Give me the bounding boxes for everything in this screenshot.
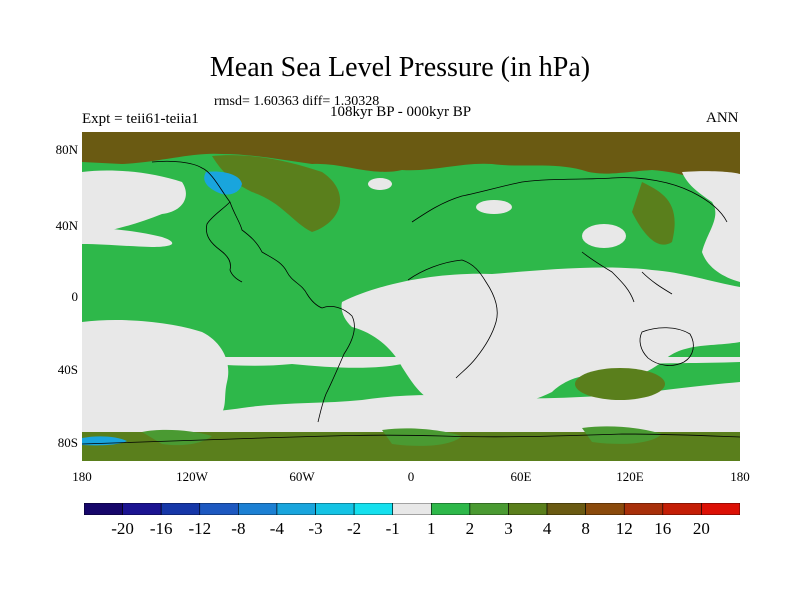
colorbar-box [508, 503, 548, 515]
colorbar-tick-label: -3 [308, 519, 323, 538]
region-north-high [82, 132, 740, 187]
plot-title: Mean Sea Level Pressure (in hPa) [209, 52, 591, 83]
colorbar-box [392, 503, 432, 515]
colorbar-box [160, 503, 201, 515]
region-neutral-southern-band [82, 357, 740, 372]
region-neutral-europe [476, 200, 512, 214]
colorbar-box [122, 503, 162, 515]
colorbar-box [662, 503, 702, 515]
colorbar-tick-label: -12 [188, 519, 212, 538]
colorbar-box [546, 503, 586, 515]
coast-australia [639, 327, 694, 366]
lon-label-60w: 60W [289, 469, 315, 484]
region-north-olive [212, 155, 675, 245]
colorbar-tick-label: -1 [385, 519, 400, 538]
colorbar [84, 503, 740, 515]
colorbar-box [353, 503, 394, 515]
lon-label-180w: 180 [72, 469, 92, 484]
colorbar-box [430, 503, 471, 515]
colorbar-tick-label: 4 [542, 519, 552, 538]
colorbar-box [199, 503, 239, 515]
region-neutral-pacific-west [82, 227, 173, 247]
region-neutral-atlantic [368, 178, 392, 190]
colorbar-box [623, 503, 664, 515]
region-neutral-asia [582, 224, 626, 248]
lon-label-120w: 120W [176, 469, 208, 484]
stats-label: rmsd= 1.60363 diff= 1.30328 [214, 94, 380, 109]
region-antarctic-green-patches [142, 426, 662, 446]
colorbar-tick-label: -16 [149, 519, 173, 538]
coast-antarctica [82, 433, 740, 445]
colorbar-box [276, 503, 316, 515]
colorbar-tick-label: 16 [654, 519, 672, 538]
colorbar-box [585, 503, 625, 515]
colorbar-tick-label: 20 [692, 519, 710, 538]
region-neutral-south-pacific [82, 320, 229, 426]
region-neutral-north-west [82, 170, 186, 234]
season-label: ANN [706, 110, 739, 126]
region-neutral-south-tropics [341, 267, 740, 411]
colorbar-tick-label: 3 [504, 519, 513, 538]
coast-africa [407, 259, 498, 379]
coast-eurasia [411, 177, 728, 303]
period-label: 108kyr BP - 000kyr BP [330, 104, 472, 120]
colorbar-box [315, 503, 355, 515]
region-antarctic-high [82, 432, 740, 461]
lat-label-40s: 40S [57, 362, 78, 377]
lat-label-0: 0 [71, 289, 79, 304]
colorbar-tick-label: 1 [427, 519, 436, 538]
lat-label-40n: 40N [55, 218, 78, 233]
lon-label-0: 0 [407, 469, 415, 484]
colorbar-tick-label: -4 [269, 519, 284, 538]
experiment-label: Expt = teii61-teiia1 [82, 111, 199, 127]
coastlines [82, 160, 740, 445]
colorbar-tick-label: -8 [231, 519, 246, 538]
lat-label-80s: 80S [57, 435, 78, 450]
lon-label-60e: 60E [510, 469, 532, 484]
colorbar-tick-label: 2 [465, 519, 475, 538]
region-neutral-north-east [682, 171, 740, 282]
coast-south-america [317, 306, 355, 423]
colorbar-tick-label: 12 [615, 519, 633, 538]
coast-north-america [151, 160, 323, 309]
colorbar-box [238, 503, 278, 515]
colorbar-tick-label: 8 [581, 519, 590, 538]
colorbar-tick-label: -2 [347, 519, 362, 538]
colorbar-box [469, 503, 509, 515]
colorbar-box [701, 503, 740, 515]
region-olive-south-indian [575, 368, 665, 400]
pressure-map [82, 132, 740, 461]
lon-label-120e: 120E [616, 469, 644, 484]
region-negative-greenland [204, 171, 242, 195]
lon-label-180e: 180 [730, 469, 750, 484]
colorbar-box [84, 503, 123, 515]
region-neutral-antarctic-rim [82, 382, 740, 432]
colorbar-tick-label: -20 [111, 519, 134, 538]
lat-label-80n: 80N [55, 142, 78, 157]
